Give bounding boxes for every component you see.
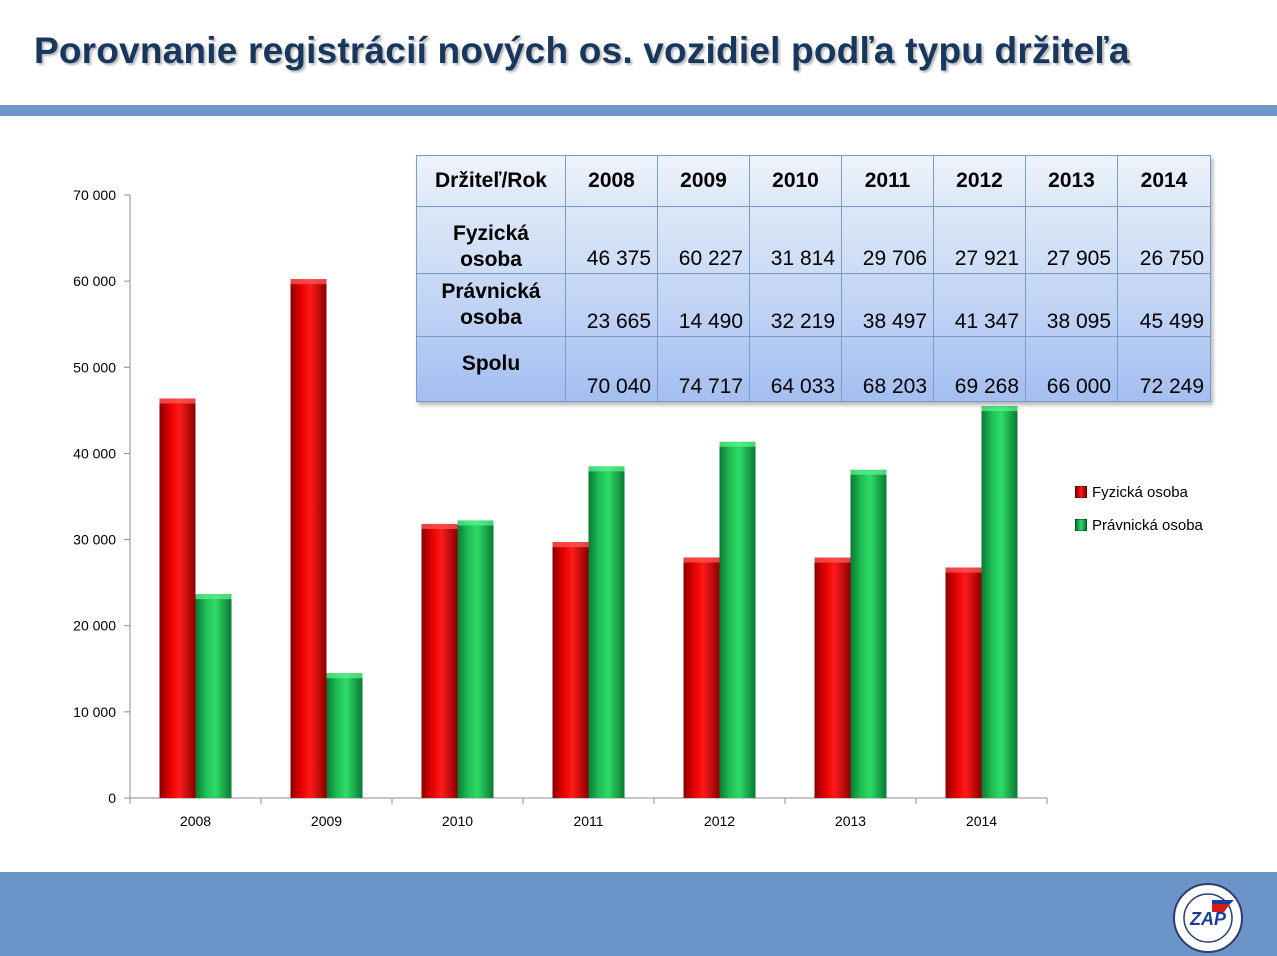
- table-cell: 74 717: [657, 336, 750, 402]
- table-cell: 14 490: [657, 273, 750, 337]
- table-cell: 70 040: [565, 336, 658, 402]
- bar-pravnicka-osoba: [719, 441, 756, 798]
- table-header-cell: 2010: [749, 155, 842, 207]
- x-tick-label: 2009: [311, 813, 342, 829]
- table-header-cell: 2013: [1025, 155, 1118, 207]
- table-header-cell: 2012: [933, 155, 1026, 207]
- bar-pravnicka-osoba: [457, 520, 494, 798]
- bar-fyzicka-osoba: [683, 557, 720, 798]
- bar-top-highlight: [421, 523, 458, 529]
- bar-fyzicka-osoba: [552, 542, 589, 798]
- bar-fyzicka-osoba: [814, 557, 851, 798]
- bar-top-highlight: [326, 673, 363, 679]
- table-header-row: Držiteľ/Rok 2008 2009 2010 2011 2012 201…: [416, 155, 1211, 207]
- x-tick-label: 2013: [835, 813, 866, 829]
- table-header-cell: 2008: [565, 155, 658, 207]
- y-tick-label: 30 000: [73, 532, 116, 548]
- bar-top-highlight: [683, 557, 720, 563]
- table-header-cell: 2011: [841, 155, 934, 207]
- x-tick-label: 2010: [442, 813, 473, 829]
- row-label: Fyzická osoba: [416, 206, 566, 274]
- bar-fyzicka-osoba: [421, 523, 458, 798]
- x-tick-label: 2008: [180, 813, 211, 829]
- table-header-cell: Držiteľ/Rok: [416, 155, 566, 207]
- bar-top-highlight: [457, 520, 494, 526]
- bar-pravnicka-osoba: [326, 673, 363, 798]
- table-header-cell: 2014: [1117, 155, 1211, 207]
- bar-top-highlight: [719, 441, 756, 447]
- table-cell: 26 750: [1117, 206, 1211, 274]
- legend-swatch-red: [1075, 486, 1087, 498]
- bar-pravnicka-osoba: [588, 466, 625, 798]
- bar-top-highlight: [588, 466, 625, 472]
- bar-top-highlight: [814, 557, 851, 563]
- legend-item-fyzicka: Fyzická osoba: [1075, 483, 1203, 501]
- legend-item-pravnicka: Právnická osoba: [1075, 516, 1203, 534]
- row-label: Právnická osoba: [416, 273, 566, 337]
- bar-pravnicka-osoba: [850, 469, 887, 798]
- y-tick-label: 10 000: [73, 704, 116, 720]
- bar-fyzicka-osoba: [290, 279, 327, 799]
- table-cell: 29 706: [841, 206, 934, 274]
- y-tick-label: 40 000: [73, 445, 116, 461]
- table-cell: 45 499: [1117, 273, 1211, 337]
- row-label: Spolu: [416, 336, 566, 402]
- bar-fyzicka-osoba: [159, 398, 196, 798]
- page-title: Porovnanie registrácií nových os. vozidi…: [34, 30, 1130, 71]
- x-tick-label: 2011: [573, 813, 603, 829]
- legend-label: Fyzická osoba: [1092, 483, 1188, 501]
- table-cell: 60 227: [657, 206, 750, 274]
- table-row: Právnická osoba 23 665 14 490 32 219 38 …: [416, 273, 1211, 337]
- y-tick-label: 20 000: [73, 618, 116, 634]
- y-tick-label: 50 000: [73, 359, 116, 375]
- header-divider-band: [0, 105, 1277, 116]
- table-cell: 27 905: [1025, 206, 1118, 274]
- table-cell: 69 268: [933, 336, 1026, 402]
- chart-legend: Fyzická osoba Právnická osoba: [1075, 483, 1203, 549]
- bar-top-highlight: [195, 594, 232, 600]
- legend-swatch-green: [1075, 519, 1087, 531]
- bar-top-highlight: [850, 469, 887, 475]
- table-cell: 31 814: [749, 206, 842, 274]
- logo-text: ZAP: [1189, 909, 1227, 929]
- table-cell: 38 095: [1025, 273, 1118, 337]
- table-row: Fyzická osoba 46 375 60 227 31 814 29 70…: [416, 206, 1211, 274]
- zap-logo-icon: ZAP: [1173, 883, 1243, 953]
- table-cell: 32 219: [749, 273, 842, 337]
- footer-band: [0, 872, 1277, 956]
- table-header-cell: 2009: [657, 155, 750, 207]
- y-tick-label: 60 000: [73, 273, 116, 289]
- bar-top-highlight: [552, 542, 589, 548]
- table-cell: 66 000: [1025, 336, 1118, 402]
- y-tick-label: 0: [108, 790, 116, 806]
- table-cell: 64 033: [749, 336, 842, 402]
- bar-pravnicka-osoba: [195, 594, 232, 798]
- bar-fyzicka-osoba: [945, 567, 982, 798]
- bar-top-highlight: [981, 406, 1018, 412]
- table-cell: 46 375: [565, 206, 658, 274]
- table-cell: 27 921: [933, 206, 1026, 274]
- y-tick-label: 70 000: [73, 187, 116, 203]
- table-cell: 68 203: [841, 336, 934, 402]
- bar-top-highlight: [945, 567, 982, 573]
- table-cell: 41 347: [933, 273, 1026, 337]
- bar-top-highlight: [290, 279, 327, 285]
- table-cell: 38 497: [841, 273, 934, 337]
- data-table: Držiteľ/Rok 2008 2009 2010 2011 2012 201…: [416, 155, 1211, 402]
- x-tick-label: 2012: [704, 813, 735, 829]
- table-row: Spolu 70 040 74 717 64 033 68 203 69 268…: [416, 336, 1211, 402]
- table-cell: 72 249: [1117, 336, 1211, 402]
- x-tick-label: 2014: [966, 813, 997, 829]
- bar-pravnicka-osoba: [981, 406, 1018, 798]
- legend-label: Právnická osoba: [1092, 516, 1203, 534]
- table-cell: 23 665: [565, 273, 658, 337]
- bar-top-highlight: [159, 398, 196, 404]
